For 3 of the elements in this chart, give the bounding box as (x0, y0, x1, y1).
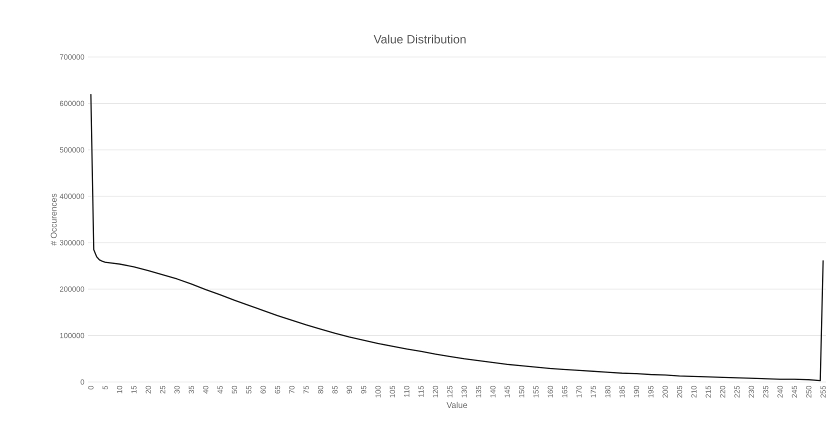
x-axis-title: Value (446, 402, 468, 408)
y-axis-title: # Occurences (50, 194, 57, 246)
chart-title: Value Distribution (374, 34, 466, 44)
